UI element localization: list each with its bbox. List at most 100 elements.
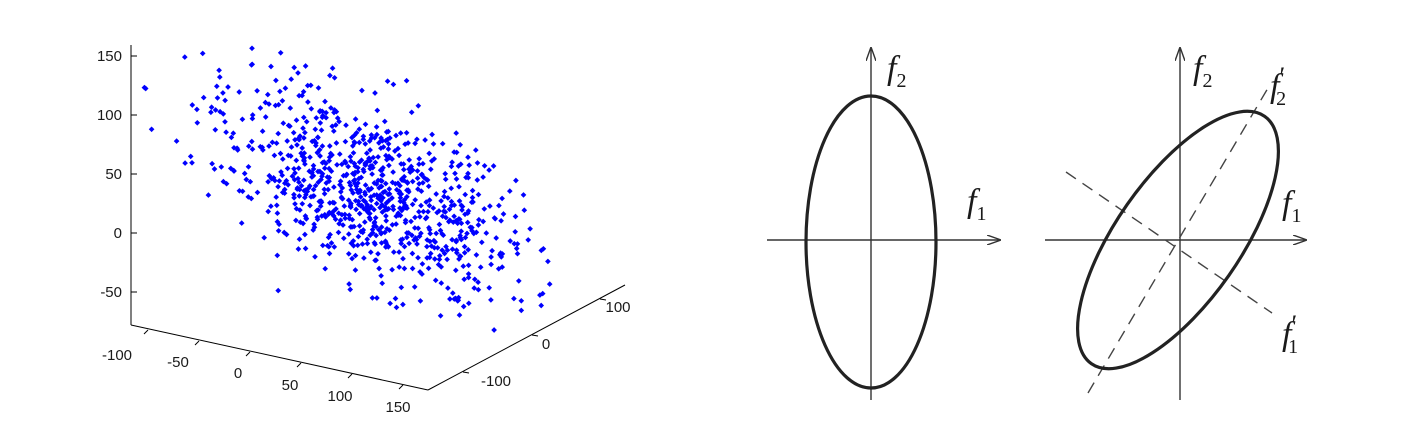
scatter-point	[276, 178, 283, 184]
scatter-point	[353, 129, 360, 136]
scatter-point	[312, 126, 319, 133]
scatter-point	[488, 297, 494, 303]
scatter-point	[368, 197, 375, 204]
scatter-point	[456, 198, 463, 204]
scatter-point	[358, 174, 365, 181]
scatter-point	[274, 218, 281, 225]
scatter-point	[326, 200, 333, 206]
scatter-point	[416, 208, 422, 215]
scatter-point	[361, 255, 367, 261]
scatter-point	[385, 146, 392, 152]
y-tick-label: 0	[542, 336, 550, 353]
scatter-point	[412, 140, 418, 147]
scatter-point	[354, 168, 361, 175]
scatter-3d-plot: 150 100 50 0 -50 -100 -50 0 50 100 150	[97, 45, 631, 416]
scatter-point	[266, 172, 273, 179]
scatter-point	[273, 140, 280, 147]
scatter-point	[300, 114, 307, 121]
scatter-point	[414, 241, 420, 247]
z-tick-label: 50	[105, 166, 122, 183]
scatter-point	[430, 205, 437, 211]
scatter-point	[444, 247, 451, 254]
scatter-point	[241, 170, 248, 177]
scatter-point	[439, 231, 445, 237]
scatter-point	[373, 232, 379, 239]
scatter-point	[296, 236, 303, 243]
scatter-point	[356, 139, 363, 146]
scatter-point	[313, 115, 320, 121]
scatter-point	[515, 278, 522, 284]
scatter-point	[342, 215, 349, 222]
scatter-point	[398, 176, 405, 182]
scatter-point	[331, 244, 338, 250]
scatter-point	[465, 300, 472, 307]
scatter-point	[443, 214, 449, 221]
scatter-point	[369, 295, 376, 301]
scatter-point	[315, 134, 321, 141]
scatter-point	[424, 177, 431, 183]
scatter-point	[325, 186, 331, 193]
scatter-point	[304, 82, 311, 89]
scatter-point	[393, 132, 399, 139]
scatter-point	[449, 290, 456, 296]
z-tick-label: 100	[97, 107, 122, 124]
scatter-point	[296, 193, 303, 199]
scatter-point	[331, 184, 337, 190]
scatter-point	[248, 138, 255, 145]
scatter-point	[385, 128, 392, 135]
aligned-ellipse	[804, 94, 938, 390]
scatter-point	[350, 242, 357, 249]
scatter-point	[223, 129, 229, 136]
scatter-point	[402, 219, 409, 226]
scatter-point	[317, 120, 324, 126]
scatter-point	[288, 144, 295, 150]
scatter-point	[291, 165, 297, 172]
scatter-point	[376, 265, 382, 272]
scatter-point	[381, 118, 388, 125]
scatter-point	[279, 156, 286, 162]
scatter-point	[413, 236, 420, 243]
scatter-point	[538, 302, 545, 309]
scatter-point	[373, 257, 379, 264]
y-tick-label: -100	[481, 373, 511, 390]
scatter-point	[292, 201, 298, 207]
scatter-point	[189, 102, 196, 108]
scatter-point	[416, 155, 423, 162]
scatter-point	[378, 197, 384, 204]
scatter-point	[364, 240, 371, 247]
scatter-point	[506, 188, 513, 194]
scatter-point	[275, 130, 282, 137]
scatter-point	[284, 165, 291, 172]
scatter-point	[392, 295, 399, 302]
rotated-ellipse	[1075, 109, 1281, 371]
scatter-point	[261, 234, 268, 241]
scatter-point	[279, 172, 286, 179]
scatter-point	[460, 263, 467, 270]
scatter-point	[268, 63, 274, 70]
scatter-point	[465, 271, 472, 277]
scatter-point	[225, 84, 231, 90]
scatter-point	[273, 202, 280, 209]
scatter-point	[426, 202, 433, 209]
scatter-point	[322, 265, 329, 272]
scatter-point	[364, 159, 370, 165]
scatter-point	[173, 138, 180, 144]
scatter-point	[352, 116, 359, 122]
scatter-point	[419, 261, 426, 267]
scatter-point	[339, 195, 345, 202]
scatter-point	[355, 233, 362, 240]
scatter-point	[433, 191, 440, 197]
scatter-point	[465, 274, 472, 281]
scatter-point	[429, 131, 435, 138]
x-tick-label: 50	[282, 377, 299, 394]
scatter-point	[330, 213, 337, 219]
scatter-point	[453, 149, 460, 156]
scatter-point	[341, 203, 348, 209]
scatter-point	[471, 276, 478, 283]
scatter-point	[281, 229, 288, 236]
scatter-point	[432, 277, 439, 284]
scatter-point	[287, 153, 294, 159]
scatter-point	[389, 221, 396, 228]
scatter-point	[337, 181, 343, 188]
scatter-point	[247, 178, 254, 185]
